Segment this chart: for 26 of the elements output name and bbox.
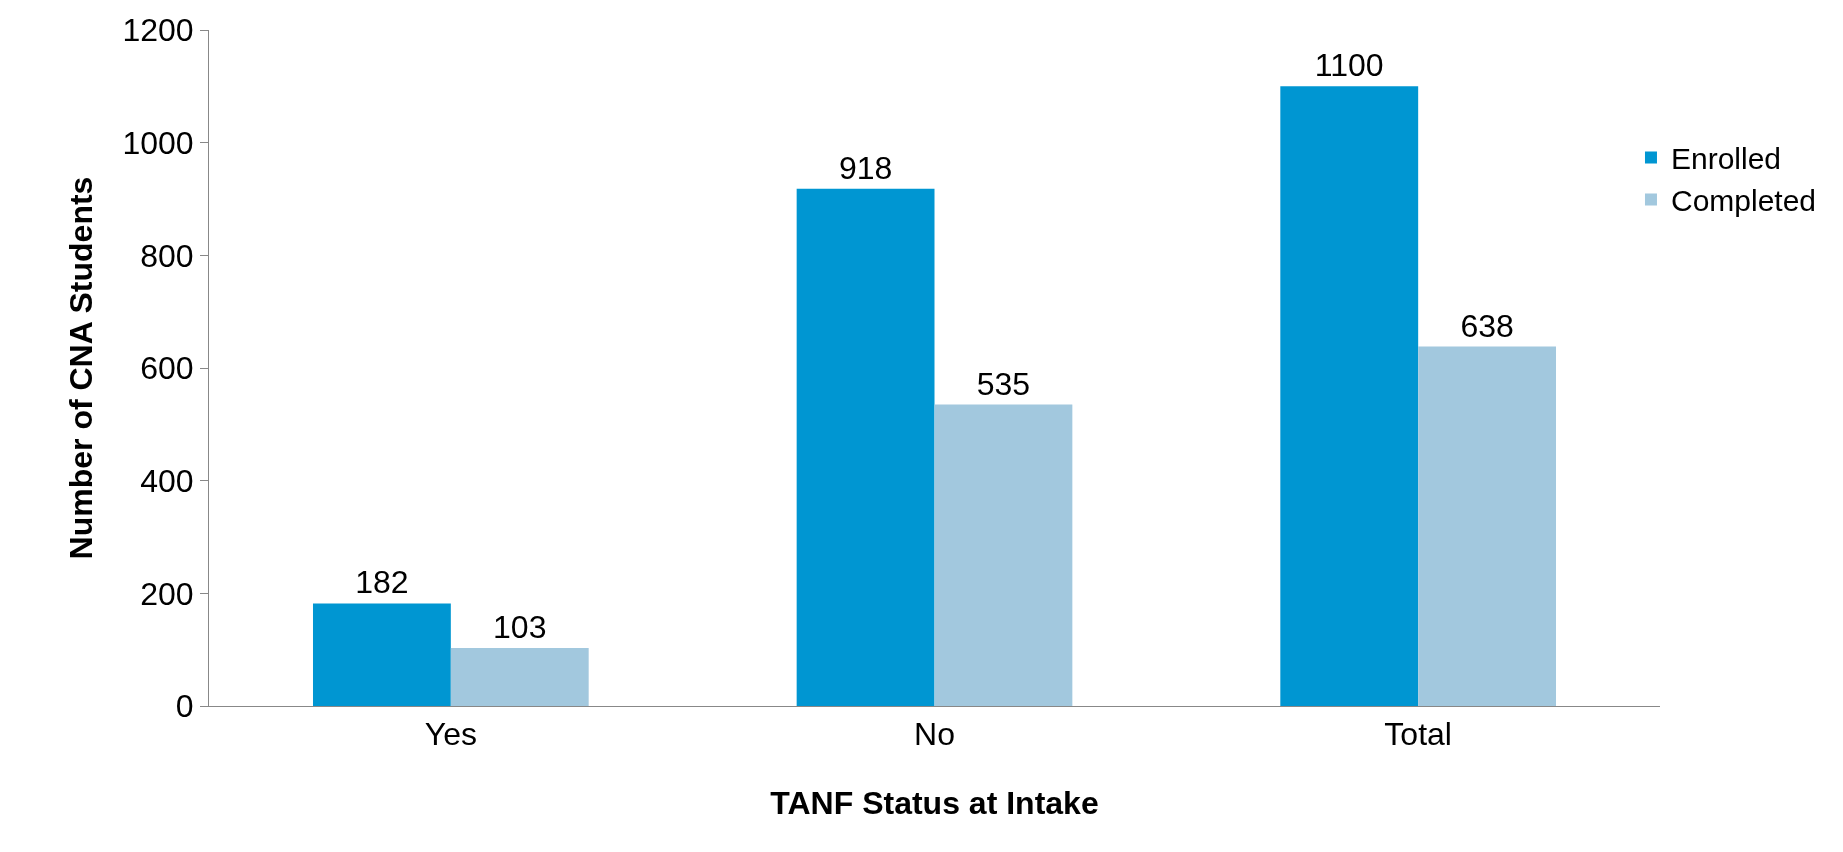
y-tick-label: 800 (140, 237, 194, 274)
data-label: 182 (355, 564, 409, 601)
bar (450, 647, 589, 706)
y-tick-label: 1200 (122, 12, 194, 49)
data-label: 638 (1460, 307, 1514, 344)
bar (1418, 346, 1557, 706)
bar (1280, 86, 1419, 706)
y-tick-label: 0 (175, 688, 194, 725)
data-label: 535 (976, 365, 1031, 402)
y-tick-label: 600 (140, 350, 194, 387)
x-tick-label: Total (1384, 716, 1452, 753)
bar (934, 404, 1073, 706)
legend-label: Enrolled (1670, 142, 1782, 176)
x-tick-label: Yes (424, 716, 477, 753)
legend-label: Completed (1670, 184, 1817, 218)
y-tick-label: 400 (140, 462, 194, 499)
y-tick-label: 200 (140, 575, 194, 612)
x-tick-label: No (914, 716, 955, 753)
bar (312, 603, 451, 706)
data-label: 918 (838, 149, 893, 186)
data-label: 1100 (1314, 47, 1384, 84)
y-tick-label: 1000 (122, 124, 194, 161)
data-label: 103 (493, 608, 547, 645)
x-axis-title: TANF Status at Intake (770, 785, 1099, 822)
y-axis-title: Number of CNA Students (62, 176, 99, 560)
bar (796, 188, 935, 706)
